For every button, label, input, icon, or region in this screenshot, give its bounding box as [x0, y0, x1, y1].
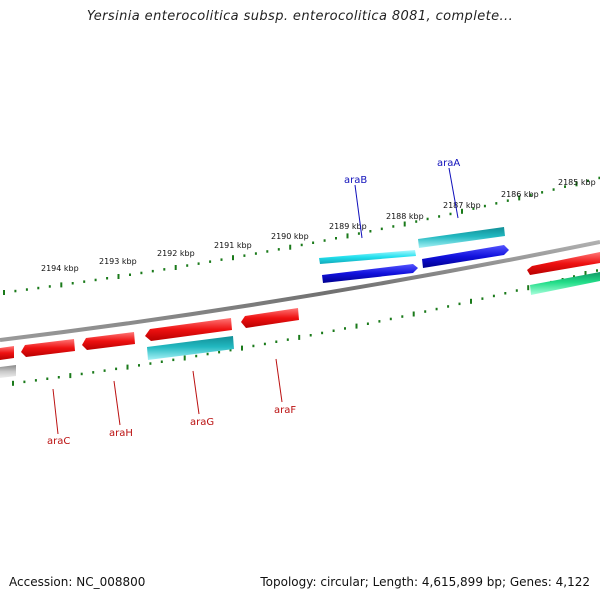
kbp-label: 2186 kbp [501, 190, 539, 199]
araC-label-leader [52, 388, 59, 435]
kbp-label: 2190 kbp [271, 232, 309, 241]
araA-label-leader [448, 167, 459, 219]
gene-araG[interactable] [147, 336, 234, 360]
araC-label: araC [47, 436, 70, 447]
map-title: Yersinia enterocolitica subsp. enterocol… [86, 9, 514, 24]
kbp-label: 2188 kbp [386, 212, 424, 221]
araB-label: araB [344, 175, 367, 186]
gene-reverse-edge[interactable] [0, 346, 14, 360]
araH-label-leader [113, 380, 121, 426]
gene-araB-upper[interactable] [319, 250, 416, 264]
kbp-label: 2191 kbp [214, 241, 252, 250]
araH-label: araH [109, 428, 133, 439]
accession-text: Accession: NC_008800 [9, 575, 146, 589]
gene-araH[interactable] [82, 332, 135, 350]
kbp-label: 2192 kbp [157, 249, 195, 258]
gene-forward-right[interactable] [527, 252, 600, 275]
kbp-label: 2194 kbp [41, 264, 79, 273]
gene-araA[interactable] [422, 245, 509, 268]
araG-label: araG [190, 417, 214, 428]
kbp-label: 2193 kbp [99, 257, 137, 266]
araB-label-leader [354, 184, 363, 239]
genome-backbone [0, 240, 600, 342]
genome-summary-text: Topology: circular; Length: 4,615,899 bp… [260, 575, 590, 589]
gene-araB[interactable] [322, 264, 418, 283]
gene-forward-right-lower[interactable] [530, 272, 600, 295]
araG-label-leader [192, 370, 200, 415]
kbp-label: 2185 kbp [558, 178, 596, 187]
gene-araF[interactable] [241, 308, 299, 328]
kbp-label: 2187 kbp [443, 201, 481, 210]
kbp-label: 2189 kbp [329, 222, 367, 231]
araA-label: araA [437, 158, 460, 169]
araF-label: araF [274, 405, 296, 416]
gene-araG-upper[interactable] [145, 318, 232, 341]
outer-tick-track [3, 176, 600, 295]
forward-strand-genes [319, 227, 600, 295]
gene-araA-upper[interactable] [418, 227, 505, 248]
araF-label-leader [275, 358, 283, 403]
reverse-strand-genes [0, 308, 299, 378]
gene-reverse-edge-gray[interactable] [0, 365, 16, 378]
gene-araC[interactable] [21, 339, 75, 357]
